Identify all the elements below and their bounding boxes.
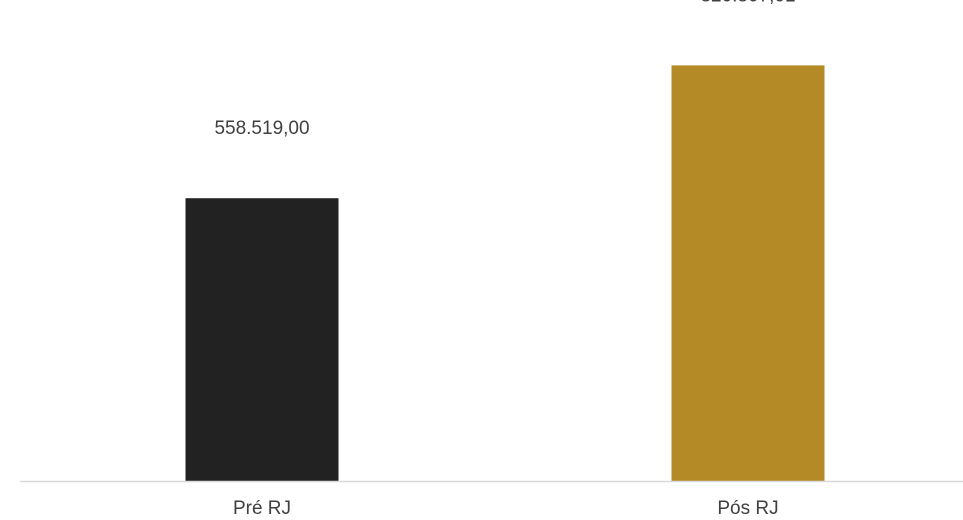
x-tick-label-pr-rj: Pré RJ <box>233 498 291 519</box>
bar-p-s-rj <box>671 65 825 482</box>
bar-pr-rj <box>185 198 339 481</box>
data-labels-group: 558.519,00 820.807,01 <box>214 0 795 139</box>
bars-group <box>185 65 825 482</box>
x-tick-labels-group: Pré RJ Pós RJ <box>233 498 779 519</box>
x-tick-label-p-s-rj: Pós RJ <box>717 498 778 519</box>
data-label-p-s-rj: 820.807,01 <box>700 0 795 6</box>
data-label-pr-rj: 558.519,00 <box>214 118 309 139</box>
